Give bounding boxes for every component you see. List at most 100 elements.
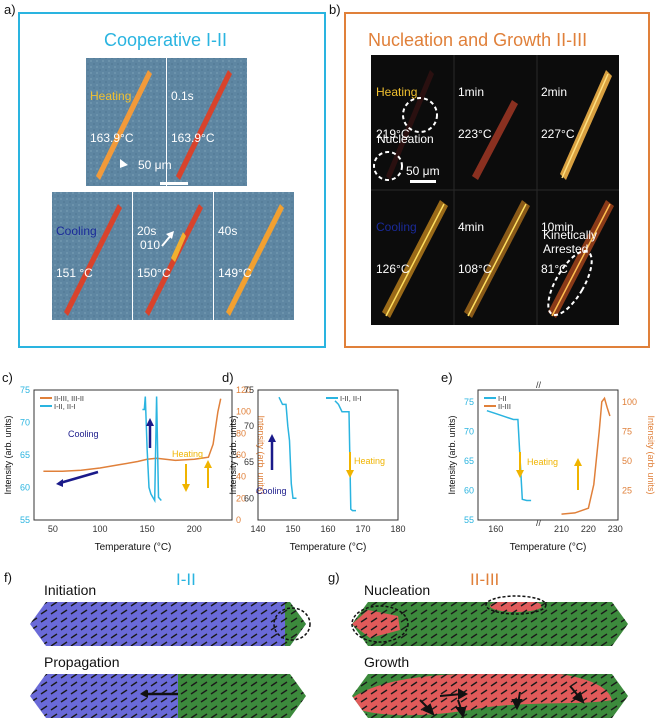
tile-b5-temp: 108°C (458, 262, 492, 276)
chart-c-ytick-left: 55 (20, 515, 30, 525)
tile-a1-label: Heating 163.9°C (90, 61, 134, 159)
panel-label-f: f) (4, 570, 12, 585)
tile-b2-time: 1min (458, 85, 485, 99)
chart-d-ylabel: Intensity (arb. units) (228, 415, 238, 494)
chart-c-series-1 (43, 398, 222, 473)
tile-a1-mode: Heating (90, 89, 132, 103)
chart-d-ytick: 65 (244, 457, 254, 467)
panel-label-g: g) (328, 570, 340, 585)
tile-a5-time: 40s (218, 224, 238, 238)
tile-a1-temp: 163.9°C (90, 131, 134, 145)
tile-b1-label: Heating 219°C (376, 57, 417, 155)
chart-e-ylabel-left: Intensity (arb. units) (447, 415, 457, 494)
chart-d-xtick: 180 (390, 524, 405, 534)
tile-b2-temp: 223°C (458, 127, 492, 141)
chart-e-series-2 (561, 396, 611, 515)
chart-e-legend-2: II-III (498, 402, 511, 411)
chart-c-ytick-right: 80 (236, 428, 246, 438)
chart-d-legend-1: I-II, II-I (340, 394, 362, 403)
chart-c-frame (33, 389, 233, 521)
chart-e: 160 210 220 230 55 60 65 70 75 25 50 75 100 I-II II-… (447, 380, 656, 553)
tile-a3-label: Cooling 151 °C (56, 196, 97, 294)
chart-e-legend-1: I-II (498, 394, 507, 403)
chart-e-ytick-right: 25 (622, 485, 632, 495)
panel-label-a: a) (4, 2, 16, 17)
nucleation-label-b: Nucleation (377, 132, 434, 146)
chart-d-annotation-cooling: Cooling (256, 486, 287, 496)
panel-f-title: I-II (176, 570, 196, 589)
crystal-b2 (472, 100, 518, 180)
nucleation-circle-2 (373, 151, 403, 181)
chart-c-ylabel-left: Intensity (arb. units) (3, 415, 13, 494)
chart-e-ytick-right: 75 (622, 426, 632, 436)
scalebar-b (410, 180, 436, 183)
chart-e-ytick-right: 100 (622, 397, 637, 407)
chart-c-xtick: 150 (140, 524, 155, 534)
tile-b2-label: 1min 223°C (458, 57, 492, 155)
chart-c-ytick-left: 70 (20, 418, 30, 428)
panel-g-title: II-III (470, 570, 500, 589)
tile-b6-label: 10min 81°C (541, 192, 574, 290)
chart-e-annotation-heating: Heating (527, 457, 558, 467)
panel-label-d: d) (222, 370, 234, 385)
tile-b1-temp: 219°C (376, 127, 410, 141)
panel-label-c: c) (2, 370, 13, 385)
chart-c-annotation-heating: Heating (172, 449, 203, 459)
tile-a2-time: 0.1s (171, 89, 194, 103)
chart-d-ytick: 75 (244, 385, 254, 395)
tile-b4-mode: Cooling (376, 220, 417, 234)
panel-label-b: b) (329, 2, 341, 17)
tile-a2-temp: 163.9°C (171, 131, 215, 145)
tile-b4-temp: 126°C (376, 262, 410, 276)
crystal-f-propagation (30, 674, 306, 718)
tile-b4-label: Cooling 126°C (376, 192, 417, 290)
scalebar-a (160, 182, 188, 185)
panel-f-label-propagation: Propagation (44, 654, 120, 670)
crystal-a2 (176, 70, 232, 180)
scalebar-a-label: 50 μm (138, 158, 172, 172)
chart-e-ytick-left: 55 (464, 515, 474, 525)
chart-d-xlabel: Temperature (°C) (290, 542, 367, 553)
chart-c-xtick: 50 (48, 524, 58, 534)
direction-label-a: 010 (140, 238, 161, 252)
chart-c-ytick-left: 75 (20, 385, 30, 395)
chart-c-ylabel-right: Intensity (arb. units) (256, 415, 266, 494)
chart-e-ylabel-right: Intensity (arb. units) (646, 415, 656, 494)
chart-c-ytick-right: 60 (236, 450, 246, 460)
panel-g-label-growth: Growth (364, 654, 410, 670)
chart-d-xtick: 160 (320, 524, 335, 534)
tile-b1-mode: Heating (376, 85, 418, 99)
chart-c-legend-1: II-III, III-II (54, 394, 84, 403)
tile-b3-label: 2min 227°C (541, 57, 575, 155)
panel-b-frame (344, 12, 650, 348)
chart-e-ytick-left: 65 (464, 456, 474, 466)
chart-c-ytick-right: 0 (236, 515, 241, 525)
chart-d-series-cooling (278, 396, 297, 500)
tile-b6-temp: 81°C (541, 262, 568, 276)
chart-c-xtick: 200 (187, 524, 202, 534)
crystal-g-nucleation (352, 602, 628, 646)
chart-c-legend-2: I-II, II-I (54, 402, 76, 411)
chart-c-ytick-right: 40 (236, 472, 246, 482)
chart-d-ytick: 60 (244, 493, 254, 503)
tile-b6-time: 10min (541, 220, 574, 234)
tile-a5-label: 40s 149°C (218, 196, 252, 294)
tile-a3-temp: 151 °C (56, 266, 93, 280)
chart-e-ytick-left: 60 (464, 485, 474, 495)
chart-e-xtick: 230 (608, 524, 623, 534)
schematics-fg (30, 595, 628, 719)
arrested-label-b: Kinetically Arrested (543, 228, 598, 256)
tile-a4-label: 20s 150°C (137, 196, 171, 294)
tile-a3-mode: Cooling (56, 224, 97, 238)
chart-c-ytick-right: 120 (236, 385, 251, 395)
svg-text://: // (536, 518, 542, 528)
chart-c-ytick-left: 60 (20, 483, 30, 493)
chart-c-annotation-cooling: Cooling (68, 429, 99, 439)
panel-label-e: e) (441, 370, 453, 385)
chart-d-series-heating (334, 400, 356, 512)
tile-a4-time: 20s (137, 224, 157, 238)
